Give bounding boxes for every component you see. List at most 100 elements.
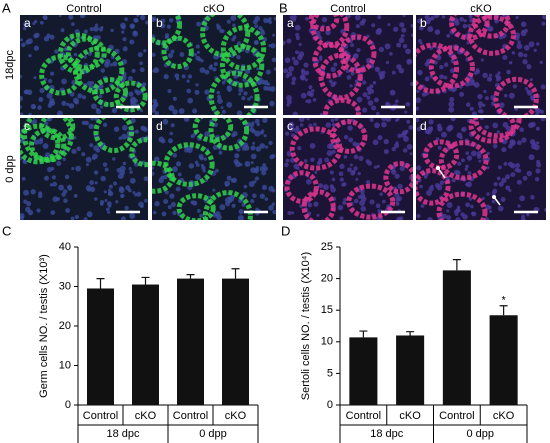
nucleus: [125, 185, 131, 191]
nucleus: [426, 61, 430, 65]
nucleus: [339, 216, 344, 220]
tubule: [200, 15, 251, 58]
y-tick-label: 30: [59, 280, 71, 292]
nucleus: [264, 197, 269, 201]
nucleus: [473, 82, 480, 88]
nucleus: [231, 177, 237, 183]
nucleus: [463, 19, 467, 23]
nucleus: [315, 30, 321, 37]
micrographs: [20, 15, 546, 220]
nucleus: [508, 60, 513, 65]
nucleus: [230, 15, 237, 22]
nucleus: [81, 120, 87, 126]
nucleus: [217, 94, 222, 100]
nucleus: [539, 60, 543, 64]
nucleus: [416, 106, 419, 111]
nucleus: [23, 199, 28, 204]
nucleus: [356, 47, 361, 53]
nucleus: [49, 34, 55, 40]
nucleus: [139, 67, 145, 73]
tubule: [152, 160, 175, 194]
nucleus: [226, 101, 233, 108]
nucleus: [353, 166, 358, 171]
nucleus: [325, 122, 332, 128]
nucleus: [424, 15, 430, 20]
nucleus: [404, 110, 408, 114]
nucleus: [170, 49, 175, 54]
nucleus: [243, 184, 248, 189]
nucleus: [115, 200, 119, 204]
nucleus: [416, 165, 422, 171]
nucleus: [322, 184, 329, 191]
nucleus: [492, 143, 498, 149]
nucleus: [107, 190, 114, 197]
arrow: [437, 167, 446, 179]
nucleus: [529, 139, 536, 145]
nucleus: [356, 96, 363, 103]
nucleus: [454, 20, 460, 26]
nucleus: [169, 193, 175, 199]
nucleus: [164, 190, 169, 195]
nucleus: [122, 161, 127, 166]
tubule: [176, 193, 216, 220]
nucleus: [346, 167, 352, 173]
nucleus: [233, 159, 239, 165]
nucleus: [183, 118, 190, 122]
panel-label: B: [279, 0, 288, 15]
tubule: [129, 137, 148, 168]
nucleus: [20, 74, 23, 79]
nucleus: [232, 130, 238, 137]
nucleus: [93, 145, 99, 151]
nucleus: [510, 172, 516, 178]
nucleus: [349, 163, 353, 167]
nucleus: [529, 78, 533, 82]
nucleus: [111, 157, 116, 161]
nucleus: [305, 99, 309, 103]
nucleus: [266, 82, 271, 86]
nucleus: [379, 192, 383, 196]
nucleus: [468, 15, 473, 19]
nucleus: [236, 54, 241, 60]
nucleus: [36, 208, 41, 213]
nucleus: [20, 105, 22, 110]
col-header: cKO: [203, 3, 225, 15]
nucleus: [343, 155, 348, 159]
y-axis-label: Germ cells NO. / testis (X10³): [38, 254, 50, 398]
nucleus: [417, 69, 423, 76]
nucleus: [20, 112, 24, 115]
arrow-head: [436, 166, 440, 170]
nucleus: [154, 201, 160, 207]
nucleus: [286, 95, 292, 101]
nucleus: [339, 177, 344, 182]
nucleus: [318, 57, 323, 61]
nucleus: [175, 77, 180, 81]
nucleus: [268, 204, 274, 211]
nucleus: [498, 35, 503, 40]
nucleus: [479, 118, 484, 121]
nucleus: [427, 26, 434, 33]
nucleus: [298, 51, 305, 57]
nucleus: [255, 146, 262, 152]
error-bar: [406, 331, 415, 336]
nucleus: [85, 156, 92, 163]
nucleus: [486, 192, 490, 196]
nucleus: [63, 47, 68, 52]
nucleus: [385, 101, 390, 106]
nucleus: [103, 190, 107, 194]
nucleus: [528, 41, 535, 48]
nucleus: [373, 97, 379, 103]
nucleus: [405, 101, 411, 107]
sub-label: a: [287, 16, 294, 30]
nucleus: [50, 166, 55, 171]
nucleus: [166, 24, 171, 29]
nucleus: [234, 153, 240, 159]
tubule: [312, 41, 348, 79]
nucleus: [91, 103, 97, 110]
nucleus: [487, 25, 494, 32]
nucleus: [284, 57, 291, 64]
nucleus: [292, 111, 298, 115]
nucleus: [508, 143, 513, 149]
nucleus: [297, 146, 302, 151]
nucleus: [201, 165, 206, 170]
